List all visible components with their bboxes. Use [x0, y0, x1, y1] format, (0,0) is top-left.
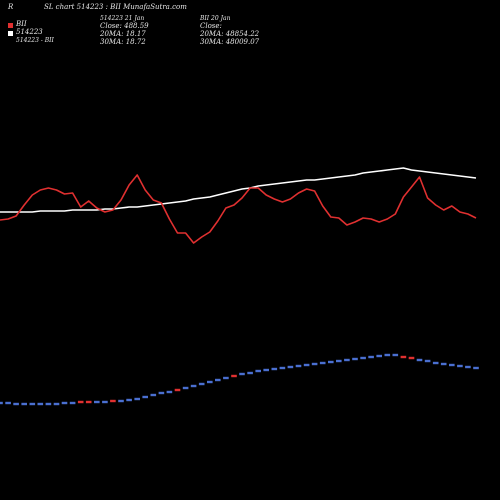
- volume-bar: [53, 402, 60, 406]
- volume-bar: [215, 378, 221, 382]
- legend-sub-label: 514223 - BII: [16, 37, 54, 44]
- volume-bar: [408, 356, 415, 360]
- volume-bar: [85, 400, 92, 404]
- volume-bar: [424, 359, 431, 363]
- volume-bar: [319, 361, 326, 365]
- info2-line2: Close:: [200, 22, 222, 30]
- chart-title: SL chart 514223 : BII MunafaSutra.com: [44, 3, 187, 11]
- legend-ticker-line2: 514223: [16, 28, 43, 36]
- volume-bar: [368, 355, 374, 359]
- volume-bar: [239, 372, 245, 376]
- volume-bar: [37, 402, 44, 406]
- info2-line3: 20MA: 48854.22: [200, 30, 260, 38]
- volume-bar: [126, 398, 132, 402]
- volume-bar: [465, 365, 471, 369]
- volume-bar: [150, 393, 157, 397]
- volume-bar: [263, 368, 269, 372]
- volume-bar: [207, 380, 213, 384]
- info2-line4: 30MA: 48009.07: [200, 38, 260, 46]
- info2-line1: BII 20 Jan: [200, 15, 231, 22]
- volume-bar: [279, 366, 286, 370]
- volume-bar: [400, 355, 407, 359]
- volume-bar: [198, 382, 205, 386]
- volume-bar: [352, 357, 358, 361]
- volume-bar: [102, 400, 108, 404]
- volume-bar: [61, 401, 68, 405]
- volume-bar: [303, 363, 310, 367]
- legend-swatch-ma: [8, 31, 13, 36]
- series-line-price: [0, 174, 477, 244]
- volume-bar: [21, 402, 27, 406]
- volume-bar: [142, 395, 148, 399]
- volume-bar: [29, 402, 36, 406]
- volume-bar: [158, 391, 165, 395]
- volume-bar: [13, 402, 19, 406]
- volume-bar: [77, 400, 84, 404]
- series-line-ma: [0, 167, 477, 213]
- volume-bar: [110, 399, 116, 403]
- volume-bar: [457, 364, 463, 368]
- volume-bar: [134, 397, 140, 401]
- volume-bar: [440, 362, 447, 366]
- volume-bar: [182, 386, 189, 390]
- volume-bar: [174, 388, 181, 392]
- volume-bar: [336, 359, 342, 363]
- volume-bar: [416, 358, 423, 362]
- volume-bar: [223, 376, 229, 380]
- volume-bar: [166, 390, 173, 394]
- info1-line3: 20MA: 18.17: [100, 30, 146, 38]
- volume-bar: [247, 371, 253, 375]
- volume-bar: [311, 362, 318, 366]
- volume-bar: [295, 364, 302, 368]
- volume-bar: [449, 363, 455, 367]
- legend-swatch-price: [8, 23, 13, 28]
- volume-bar: [360, 356, 366, 360]
- volume-bar: [287, 365, 294, 369]
- volume-bar: [69, 401, 76, 405]
- volume-bar: [5, 401, 11, 405]
- volume-bar: [94, 400, 100, 404]
- volume-bar: [0, 401, 3, 405]
- info1-line2: Close: 488.59: [100, 22, 149, 30]
- legend-ticker-line1: BII: [16, 20, 27, 28]
- volume-bar: [45, 402, 52, 406]
- volume-bar: [190, 384, 197, 388]
- header-left-letter: R: [8, 3, 14, 11]
- volume-bar: [344, 358, 350, 362]
- volume-bar: [231, 374, 237, 378]
- volume-bar: [271, 367, 278, 371]
- info1-line4: 30MA: 18.72: [100, 38, 146, 46]
- volume-bar: [392, 353, 399, 357]
- volume-bar: [432, 361, 439, 365]
- volume-bar: [118, 399, 124, 403]
- volume-bar: [255, 369, 261, 373]
- volume-bar: [384, 353, 391, 357]
- volume-bar: [328, 360, 334, 364]
- info1-line1: 514223 21 Jan: [100, 15, 145, 22]
- volume-bar: [473, 366, 479, 370]
- volume-bar: [376, 354, 382, 358]
